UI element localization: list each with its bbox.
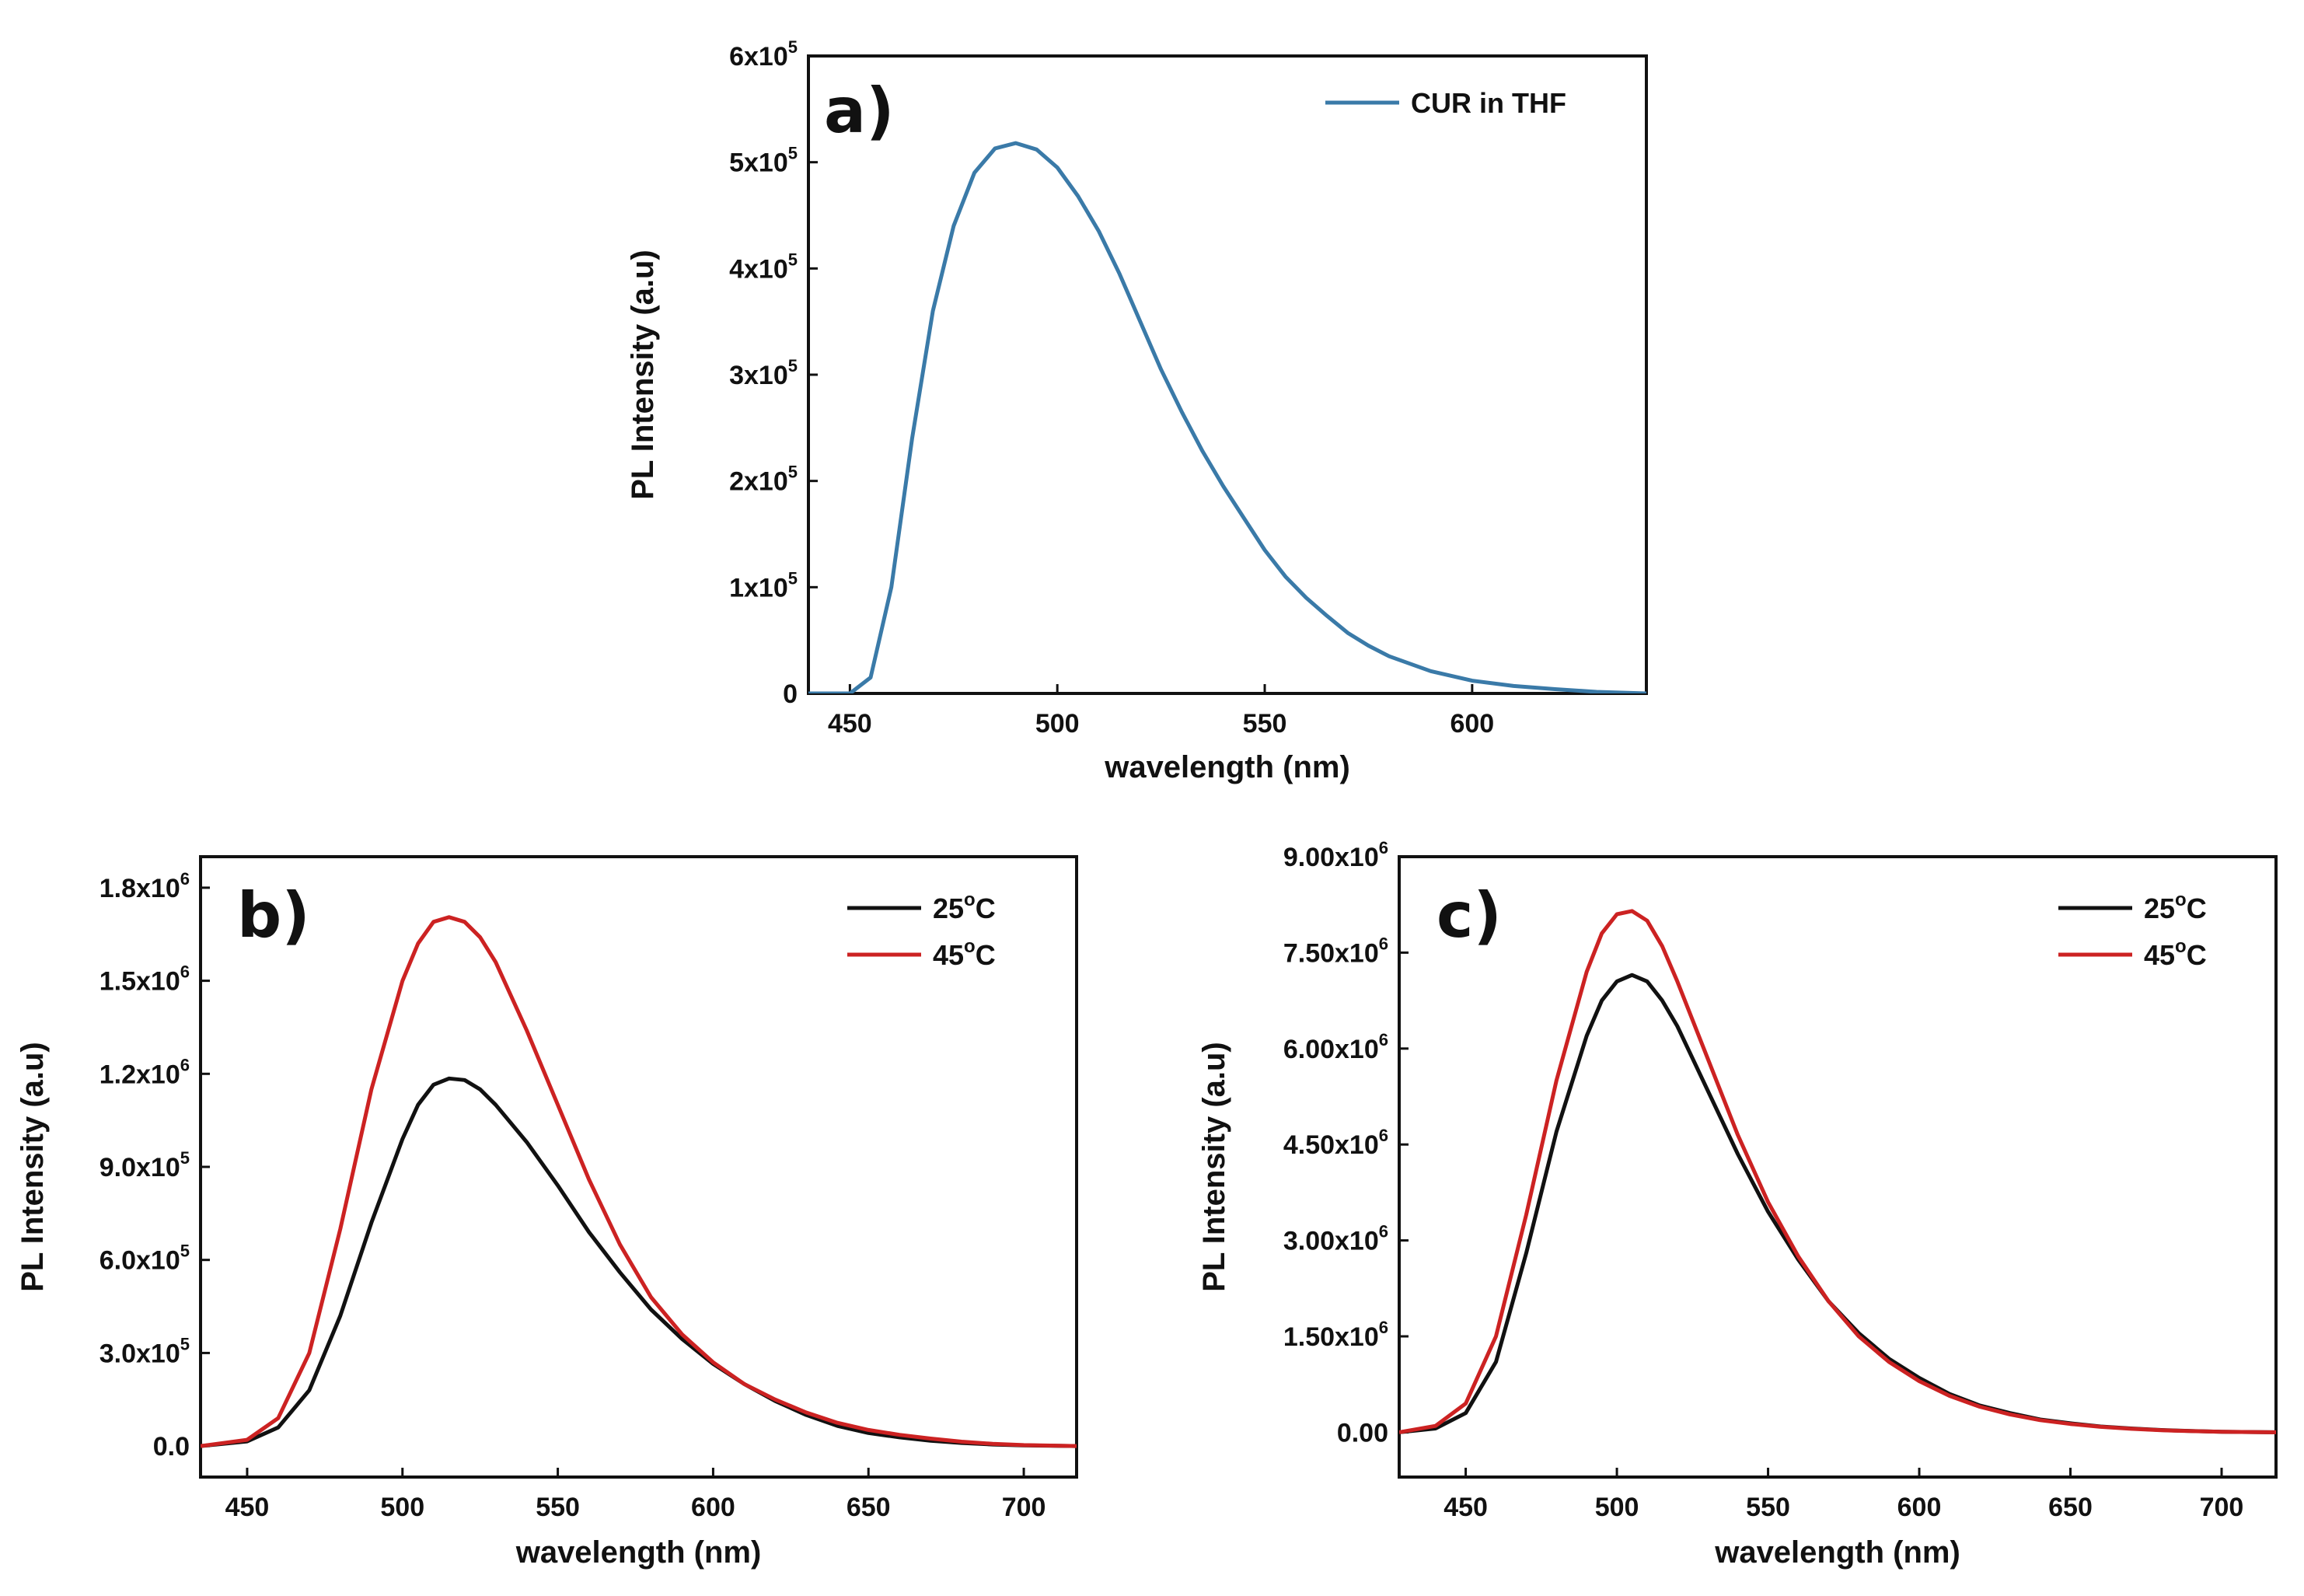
y-tick-label: 0.0 xyxy=(153,1432,190,1462)
panel-label: c) xyxy=(1437,879,1502,952)
y-tick-label: 3x105 xyxy=(729,356,798,390)
y-tick-label: 1.8x106 xyxy=(99,869,190,903)
chart-panel-c: 450 500 550 600 650 700 0.00 1.50x106 3.00x106 4.… xyxy=(1197,838,2278,1570)
y-tick-label: 4.50x106 xyxy=(1283,1126,1388,1160)
x-tick-label: 650 xyxy=(2048,1493,2093,1522)
x-tick-label: 550 xyxy=(536,1493,580,1522)
y-tick-label: 9.0x105 xyxy=(99,1148,190,1182)
y-tick-label: 1.2x106 xyxy=(99,1055,190,1089)
y-tick-label: 1.5x106 xyxy=(99,962,190,997)
y-tick-label: 2x105 xyxy=(729,463,798,497)
y-tick-label: 0 xyxy=(783,679,798,709)
panel-label: a) xyxy=(824,75,895,147)
chart-panel-b: 450 500 550 600 650 700 0.0 3.0x105 6.0x105 9.0x1… xyxy=(16,855,1078,1570)
y-tick-label: 1.50x106 xyxy=(1283,1318,1388,1352)
plot-frame xyxy=(1398,855,2278,1479)
x-axis-label: wavelength (nm) xyxy=(515,1535,762,1570)
x-tick-label: 600 xyxy=(1450,709,1494,739)
x-tick-label: 500 xyxy=(1035,709,1080,739)
y-tick-label: 3.0x105 xyxy=(99,1334,190,1368)
legend-label: CUR in THF xyxy=(1411,87,1566,119)
y-tick-label: 0.00 xyxy=(1337,1418,1388,1448)
y-axis-label: PL Intensity (a.u) xyxy=(626,250,660,500)
y-tick-label: 6x105 xyxy=(729,37,798,72)
x-axis-label: wavelength (nm) xyxy=(1714,1535,1960,1570)
y-tick-label: 6.0x105 xyxy=(99,1242,190,1276)
x-tick-label: 450 xyxy=(828,709,872,739)
x-tick-label: 600 xyxy=(1897,1493,1942,1522)
x-tick-label: 700 xyxy=(2200,1493,2244,1522)
y-tick-label: 6.00x106 xyxy=(1283,1030,1388,1064)
x-tick-label: 450 xyxy=(1443,1493,1488,1522)
legend-label: 45oC xyxy=(933,936,996,971)
series-line-1 xyxy=(1399,909,2276,1434)
x-tick-label: 450 xyxy=(225,1493,270,1522)
y-tick-label: 5x105 xyxy=(729,144,798,178)
x-axis-label: wavelength (nm) xyxy=(1104,750,1350,784)
y-axis-label: PL Intensity (a.u) xyxy=(16,1042,50,1292)
panel-label: b) xyxy=(237,879,310,952)
y-tick-label: 3.00x106 xyxy=(1283,1222,1388,1256)
x-tick-label: 500 xyxy=(1595,1493,1639,1522)
y-tick-label: 7.50x106 xyxy=(1283,934,1388,968)
y-tick-label: 1x105 xyxy=(729,568,798,602)
y-axis-label: PL Intensity (a.u) xyxy=(1197,1042,1231,1292)
plot-frame xyxy=(807,54,1648,695)
series-line-0 xyxy=(808,141,1646,693)
legend-label: 25oC xyxy=(933,889,996,924)
chart-panel-a: 450 500 550 600 0 1x105 2x105 3x105 4x105 5x105 6x… xyxy=(626,37,1648,784)
x-tick-label: 550 xyxy=(1746,1493,1790,1522)
y-tick-label: 4x105 xyxy=(729,250,798,284)
y-tick-label: 9.00x106 xyxy=(1283,838,1388,872)
x-tick-label: 500 xyxy=(380,1493,424,1522)
x-tick-label: 550 xyxy=(1243,709,1287,739)
x-tick-label: 650 xyxy=(847,1493,891,1522)
x-tick-label: 600 xyxy=(691,1493,735,1522)
x-tick-label: 700 xyxy=(1002,1493,1046,1522)
legend-label: 25oC xyxy=(2144,889,2207,924)
legend-label: 45oC xyxy=(2144,936,2207,971)
series-line-1 xyxy=(201,915,1077,1448)
series-line-0 xyxy=(201,1076,1077,1448)
